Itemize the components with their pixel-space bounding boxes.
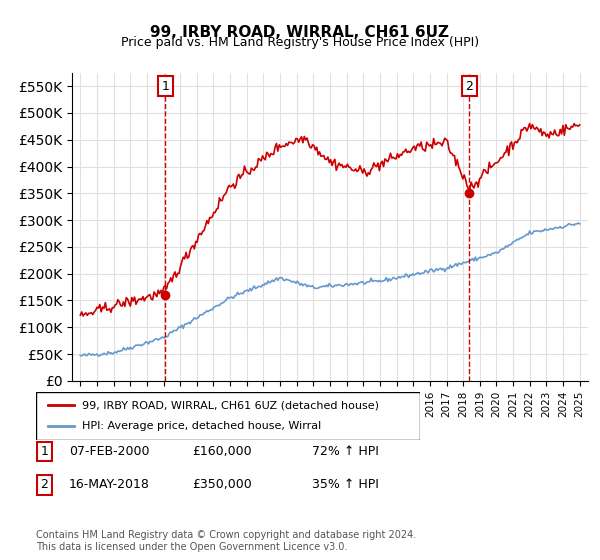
Text: 1: 1 xyxy=(161,80,169,93)
Text: 16-MAY-2018: 16-MAY-2018 xyxy=(69,478,150,492)
Text: 2: 2 xyxy=(466,80,473,93)
Text: Price paid vs. HM Land Registry's House Price Index (HPI): Price paid vs. HM Land Registry's House … xyxy=(121,36,479,49)
Text: 07-FEB-2000: 07-FEB-2000 xyxy=(69,445,149,458)
Text: 99, IRBY ROAD, WIRRAL, CH61 6UZ: 99, IRBY ROAD, WIRRAL, CH61 6UZ xyxy=(151,25,449,40)
Text: 99, IRBY ROAD, WIRRAL, CH61 6UZ (detached house): 99, IRBY ROAD, WIRRAL, CH61 6UZ (detache… xyxy=(82,400,379,410)
Text: 72% ↑ HPI: 72% ↑ HPI xyxy=(312,445,379,458)
Text: 35% ↑ HPI: 35% ↑ HPI xyxy=(312,478,379,492)
FancyBboxPatch shape xyxy=(37,442,52,461)
Text: HPI: Average price, detached house, Wirral: HPI: Average price, detached house, Wirr… xyxy=(82,421,322,431)
Text: 2: 2 xyxy=(40,478,49,492)
FancyBboxPatch shape xyxy=(37,475,52,494)
FancyBboxPatch shape xyxy=(36,392,420,440)
Text: £350,000: £350,000 xyxy=(192,478,252,492)
Text: 1: 1 xyxy=(40,445,49,458)
Text: £160,000: £160,000 xyxy=(192,445,251,458)
Text: Contains HM Land Registry data © Crown copyright and database right 2024.
This d: Contains HM Land Registry data © Crown c… xyxy=(36,530,416,552)
